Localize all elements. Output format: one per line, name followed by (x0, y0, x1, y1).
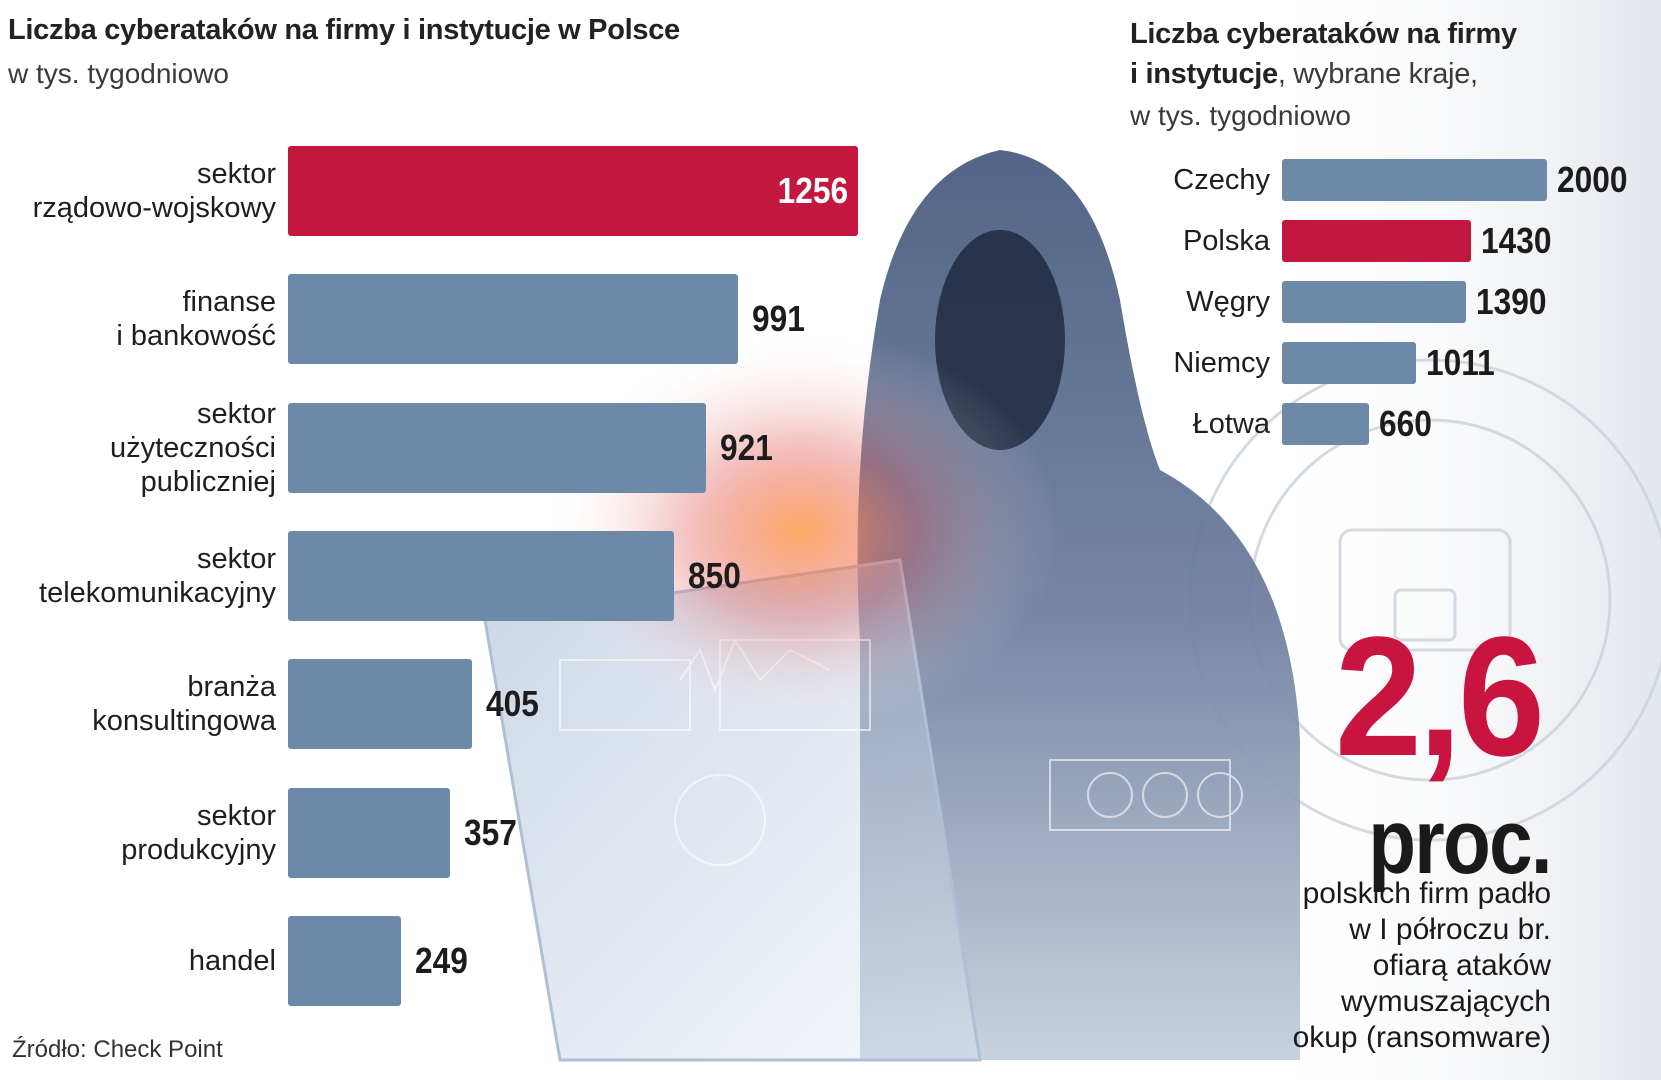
bar-5 (288, 787, 450, 878)
bar-0 (1282, 159, 1547, 201)
value-label-0: 1256 (777, 170, 848, 211)
value-label-0: 2000 (1557, 159, 1628, 200)
category-label-0: sektor rządowo-wojskowy (32, 158, 276, 224)
value-label-4: 405 (485, 683, 539, 725)
bar-2 (1282, 281, 1467, 323)
value-label-3: 1011 (1425, 342, 1495, 383)
category-label-1: Polska (1182, 225, 1270, 257)
category-label-2: Węgry (1186, 286, 1270, 318)
category-label-3: Niemcy (1173, 347, 1270, 379)
category-label-4: branża konsultingowa (92, 671, 276, 738)
left-chart-subtitle: w tys. tygodniowo (8, 58, 229, 89)
bar-4 (288, 659, 472, 750)
value-label-1: 1430 (1481, 220, 1552, 261)
highlight-description: polskich firm padło w I półroczu br. ofi… (1292, 877, 1551, 1054)
category-label-0: Czechy (1173, 164, 1270, 196)
category-label-3: sektor telekomunikacyjny (39, 542, 276, 609)
value-label-4: 660 (1379, 403, 1433, 444)
bar-2 (288, 402, 706, 493)
bar-6 (288, 915, 401, 1006)
highlight-number: 2,6 (1334, 602, 1545, 792)
bar-4 (1282, 403, 1370, 445)
right-chart-title-line1: Liczba cyberataków na firmy (1130, 18, 1517, 50)
right-chart-subtitle: w tys. tygodniowo (1130, 100, 1351, 131)
source-note: Źródło: Check Point (12, 1036, 223, 1063)
bar-3 (1282, 342, 1416, 384)
value-label-2: 1390 (1476, 281, 1547, 322)
bar-3 (288, 530, 674, 621)
bar-1 (1282, 220, 1472, 262)
category-label-6: handel (188, 944, 276, 977)
category-label-2: sektor użyteczności publiczniej (109, 397, 276, 498)
value-label-2: 921 (719, 426, 773, 468)
category-label-1: finanse i bankowość (116, 286, 276, 353)
left-chart-title: Liczba cyberataków na firmy i instytucje… (8, 14, 680, 46)
value-label-6: 249 (415, 939, 468, 981)
category-label-4: Łotwa (1192, 408, 1270, 440)
bar-0 (288, 146, 858, 236)
right-chart-title: Liczba cyberataków na firmy i instytucje… (1130, 14, 1517, 94)
bar-1 (288, 274, 738, 365)
right-chart-title-rest: , wybrane kraje, (1277, 58, 1478, 90)
value-label-1: 991 (751, 298, 805, 340)
right-chart-title-line2: i instytucje (1130, 58, 1278, 90)
value-label-5: 357 (464, 811, 517, 853)
category-label-5: sektor produkcyjny (121, 799, 276, 866)
value-label-3: 850 (687, 554, 741, 596)
highlight-unit: proc. (1368, 791, 1552, 893)
